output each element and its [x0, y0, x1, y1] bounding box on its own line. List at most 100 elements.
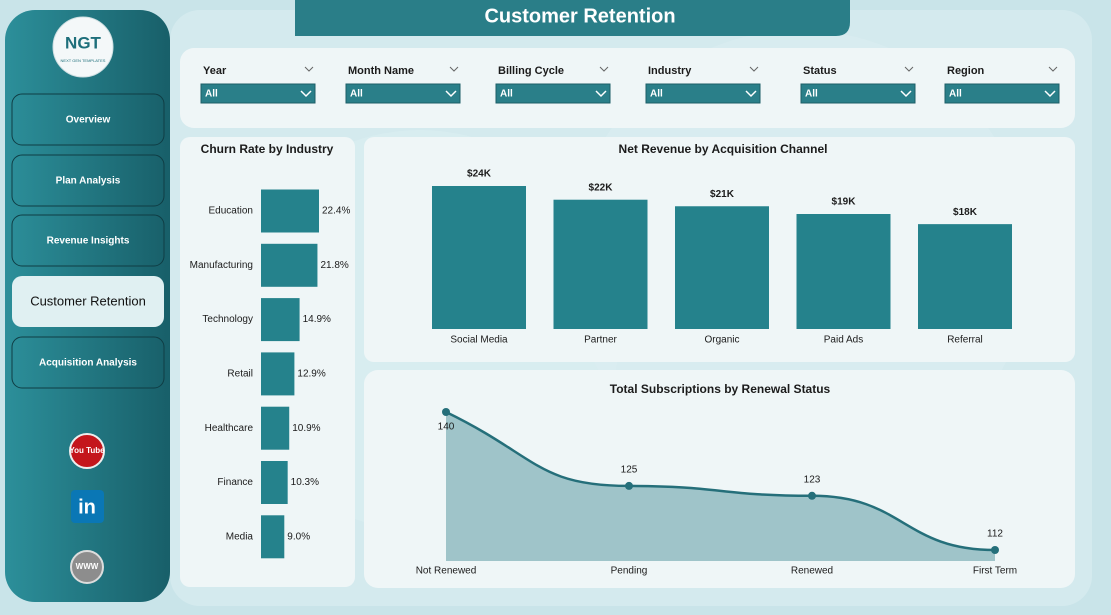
- point: [808, 491, 816, 500]
- filter-dropdown[interactable]: [200, 83, 316, 104]
- filter-chevron[interactable]: [300, 90, 312, 98]
- bar: [918, 224, 1012, 329]
- data-label: 21.8%: [320, 260, 348, 271]
- filter-chevron: [599, 66, 609, 72]
- filter-value[interactable]: All: [350, 89, 363, 100]
- data-label: 12.9%: [297, 369, 325, 380]
- filter-dropdown[interactable]: [345, 83, 461, 104]
- web-icon[interactable]: [70, 550, 104, 584]
- data-label: $21K: [710, 189, 735, 200]
- chart-title: Net Revenue by Acquisition Channel: [619, 142, 828, 156]
- youtube-icon[interactable]: [69, 433, 105, 469]
- data-label: 10.3%: [291, 477, 319, 488]
- filter-dropdown[interactable]: [944, 83, 1060, 104]
- bar: [432, 186, 526, 329]
- bar: [261, 515, 285, 559]
- nav-label[interactable]: Acquisition Analysis: [39, 358, 137, 369]
- filter-label: Industry: [648, 65, 692, 77]
- youtube-text[interactable]: You Tube: [69, 446, 105, 455]
- filter-chevron: [749, 66, 759, 72]
- data-label: 140: [438, 422, 455, 433]
- filter-chevron: [304, 66, 314, 72]
- data-label: $18K: [953, 207, 978, 218]
- filter-label: Year: [203, 65, 227, 77]
- point: [625, 481, 633, 490]
- data-label: $19K: [832, 197, 857, 208]
- category-label: Paid Ads: [824, 335, 863, 346]
- filter-dropdown[interactable]: [495, 83, 611, 104]
- data-label: 123: [804, 474, 821, 485]
- area: [446, 412, 995, 561]
- filter-bar: [180, 48, 1075, 128]
- linkedin-text[interactable]: in: [78, 496, 96, 518]
- nav-button[interactable]: [11, 336, 165, 389]
- filter-chevron[interactable]: [595, 90, 607, 98]
- category-label: Not Renewed: [416, 566, 477, 577]
- logo-text: NGT: [65, 33, 102, 52]
- bar: [261, 406, 290, 450]
- header-tab: [295, 0, 850, 36]
- filter-value[interactable]: All: [805, 89, 818, 100]
- bar: [261, 243, 318, 287]
- data-label: 125: [621, 465, 638, 476]
- filter-dropdown[interactable]: [800, 83, 916, 104]
- filter-chevron: [1048, 66, 1058, 72]
- nav-label[interactable]: Plan Analysis: [56, 176, 121, 187]
- page-title: Customer Retention: [484, 5, 675, 27]
- category-label: Media: [226, 531, 254, 542]
- data-label: 14.9%: [303, 314, 331, 325]
- bar: [675, 206, 769, 329]
- category-label: Referral: [947, 335, 983, 346]
- category-label: Finance: [217, 477, 253, 488]
- category-label: Renewed: [791, 566, 833, 577]
- data-label: $24K: [467, 169, 492, 180]
- filter-dropdown[interactable]: [645, 83, 761, 104]
- category-label: First Term: [973, 566, 1017, 577]
- filter-chevron: [449, 66, 459, 72]
- chart-title: Total Subscriptions by Renewal Status: [610, 382, 831, 396]
- linkedin-icon[interactable]: [71, 490, 104, 523]
- filter-value[interactable]: All: [650, 89, 663, 100]
- category-label: Pending: [611, 566, 648, 577]
- filter-chevron[interactable]: [745, 90, 757, 98]
- category-label: Technology: [202, 314, 253, 325]
- filter-value[interactable]: All: [949, 89, 962, 100]
- category-label: Education: [209, 206, 253, 217]
- nav-button[interactable]: [11, 154, 165, 207]
- bar: [796, 214, 891, 329]
- logo-tagline: NEXT GEN TEMPLATES: [61, 58, 106, 63]
- data-label: 112: [987, 529, 1003, 540]
- nav-label[interactable]: Customer Retention: [30, 293, 146, 308]
- web-text[interactable]: WWW: [76, 562, 99, 571]
- chart-title: Churn Rate by Industry: [201, 142, 334, 156]
- filter-value[interactable]: All: [205, 89, 218, 100]
- filter-value[interactable]: All: [500, 89, 513, 100]
- filter-label: Billing Cycle: [498, 65, 564, 77]
- category-label: Social Media: [450, 335, 508, 346]
- nav-button[interactable]: [12, 276, 164, 327]
- bar: [261, 352, 295, 396]
- data-label: 10.9%: [292, 423, 320, 434]
- filter-chevron: [904, 66, 914, 72]
- filter-label: Month Name: [348, 65, 414, 77]
- filter-chevron[interactable]: [1044, 90, 1056, 98]
- line: [445, 410, 996, 552]
- category-label: Retail: [227, 369, 253, 380]
- nav-button[interactable]: [11, 214, 165, 267]
- point: [991, 546, 999, 554]
- bar: [261, 189, 319, 233]
- filter-label: Status: [803, 65, 837, 77]
- filter-chevron[interactable]: [445, 90, 457, 98]
- category-label: Manufacturing: [190, 260, 253, 271]
- nav-button[interactable]: [11, 93, 165, 146]
- data-label: 22.4%: [322, 206, 350, 217]
- filter-chevron[interactable]: [900, 90, 912, 98]
- nav-label[interactable]: Revenue Insights: [47, 236, 130, 247]
- category-label: Partner: [584, 335, 617, 346]
- point: [442, 408, 450, 416]
- nav-label[interactable]: Overview: [66, 115, 111, 126]
- logo: [52, 16, 114, 78]
- category-label: Organic: [704, 335, 739, 346]
